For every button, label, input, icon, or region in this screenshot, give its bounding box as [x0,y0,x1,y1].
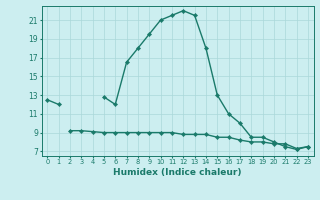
X-axis label: Humidex (Indice chaleur): Humidex (Indice chaleur) [113,168,242,177]
